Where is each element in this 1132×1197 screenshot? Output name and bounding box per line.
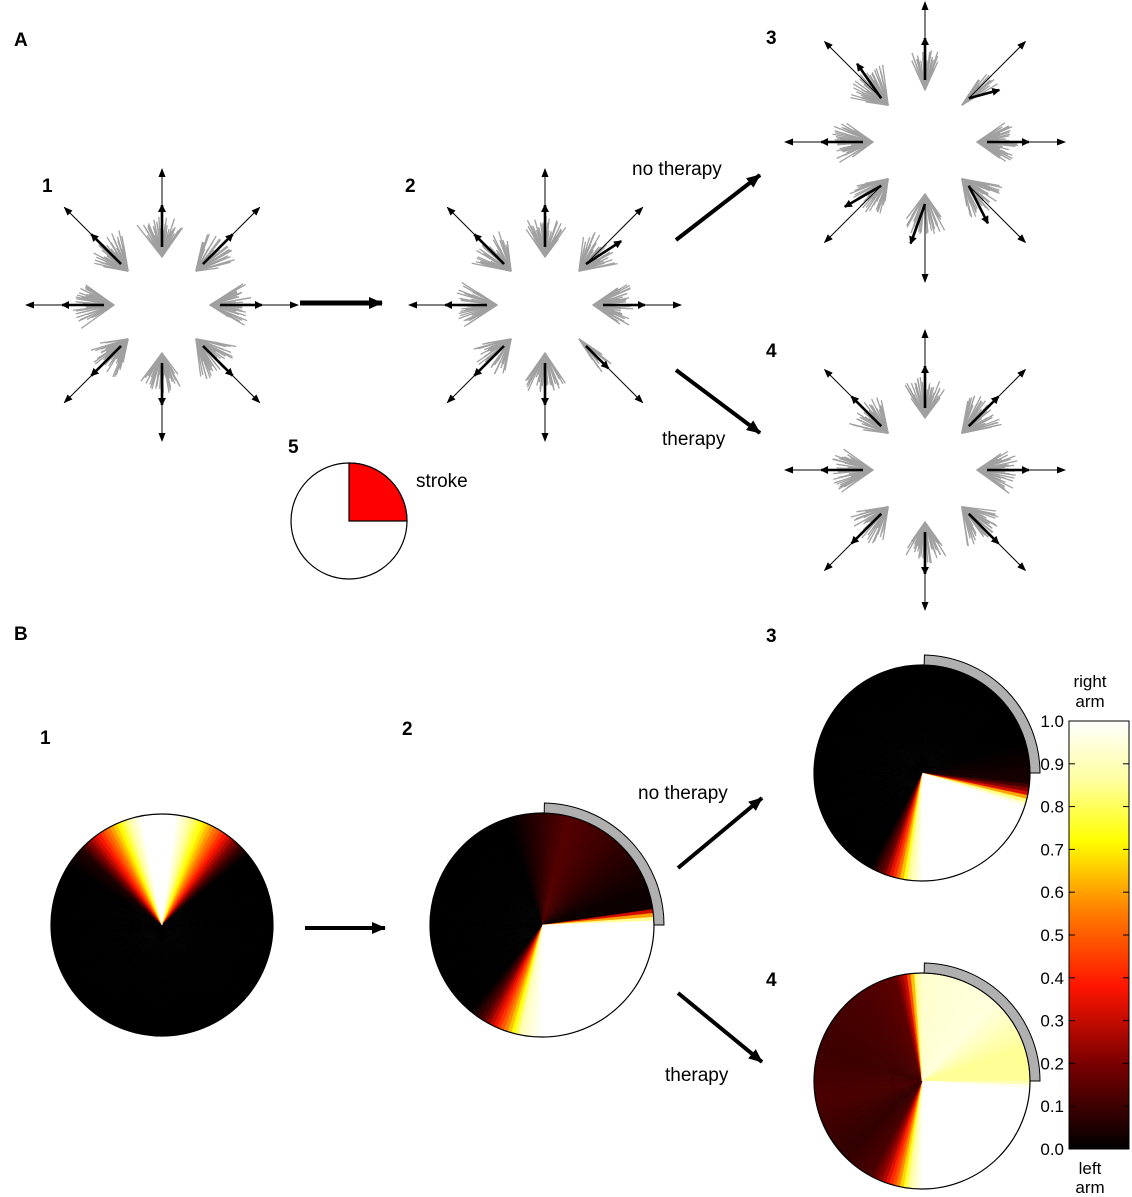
neuron-bundle <box>849 397 889 434</box>
target-direction-arrow <box>968 40 1027 99</box>
neuron-bundle <box>136 216 184 258</box>
neuron-bundle <box>578 338 612 373</box>
panel-b-stage-3-label: 3 <box>766 626 777 647</box>
arm-preference-map-stage-1 <box>50 813 274 1037</box>
population-vector-arrow <box>967 512 1000 545</box>
no-therapy-label-b: no therapy <box>638 783 728 804</box>
neuron-bundle <box>976 450 1018 494</box>
population-vector-arrow <box>585 240 623 266</box>
neuron-bundle <box>473 338 512 375</box>
colorbar-top-label-line2: arm <box>1075 692 1104 711</box>
colorbar-tick-label: 0.3 <box>1040 1012 1064 1031</box>
population-vector-arrow <box>856 62 883 99</box>
panel-b-label: B <box>14 624 28 645</box>
colorbar-bottom-label-line1: left <box>1079 1159 1102 1178</box>
population-vector-arrow <box>585 345 610 370</box>
stroke-lesion-area <box>348 462 408 522</box>
colorbar-tick-label: 1.0 <box>1040 712 1064 731</box>
population-vector-arrow <box>90 345 122 377</box>
colorbar-tick-label: 0.2 <box>1040 1054 1064 1073</box>
colorbar-gradient <box>1068 720 1130 1150</box>
panel-a-stage-1-label: 1 <box>42 176 53 197</box>
therapy-label-b: therapy <box>665 1065 729 1086</box>
neuron-bundle <box>195 338 237 380</box>
colorbar-tick-label: 0.8 <box>1040 798 1064 817</box>
pie-outline <box>50 813 274 1037</box>
therapy-arrow-b <box>676 991 764 1064</box>
panel-a-label: A <box>14 30 28 51</box>
neuron-bundle <box>832 448 874 493</box>
neuron-rosette-stage-2 <box>408 168 682 442</box>
population-vector-arrow <box>202 233 234 265</box>
panel-a-stage-5-label: 5 <box>288 437 299 458</box>
neuron-rosette-stage-3 <box>784 1 1066 283</box>
arm-preference-map-stage-4 <box>813 972 1031 1190</box>
population-vector-arrow <box>843 184 882 208</box>
colorbar-tick-label: 0.0 <box>1040 1140 1064 1159</box>
neuron-bundle <box>195 233 235 272</box>
neuron-bundle <box>849 178 889 214</box>
panel-b-stage-1-label: 1 <box>40 728 51 749</box>
population-vector-arrow <box>909 203 927 245</box>
neuron-bundle <box>976 122 1019 162</box>
colorbar-top-label-line1: right <box>1073 672 1106 691</box>
neuron-bundle <box>525 216 567 258</box>
therapy-arrow-a <box>674 368 762 435</box>
colorbar-tick-label: 0.4 <box>1040 969 1064 988</box>
affected-region-arc-stage-2 <box>543 802 665 926</box>
arm-preference-map-stage-3 <box>813 664 1031 882</box>
colorbar-ticks: 1.0 0.9 0.8 0.7 0.6 0.5 0.4 0.3 0.2 0.1 0.0 <box>1040 712 1129 1159</box>
arm-preference-map-stage-2 <box>429 812 655 1038</box>
target-direction-arrow <box>585 206 644 265</box>
panel-a-stage-4-label: 4 <box>766 341 777 362</box>
colorbar-tick-label: 0.1 <box>1040 1097 1064 1116</box>
population-vector-arrow <box>967 395 1000 428</box>
target-direction-arrow <box>823 40 882 99</box>
neuron-bundle <box>72 284 115 329</box>
neuron-bundle <box>961 178 1003 218</box>
population-vector-arrow <box>850 395 883 428</box>
neuron-bundle <box>140 352 181 393</box>
no-therapy-arrow-a <box>674 173 762 242</box>
population-vector-arrow <box>90 233 122 265</box>
colorbar-tick-label: 0.9 <box>1040 755 1064 774</box>
neuron-bundle <box>93 230 129 272</box>
colorbar-bottom-label-line2: arm <box>1075 1178 1104 1197</box>
stroke-inset: stroke <box>290 462 468 580</box>
neuron-bundle <box>850 64 889 106</box>
colorbar: right arm 1.0 0.9 0.8 0.7 0.6 0.5 0.4 0.3 0.2 0.1… <box>1040 672 1130 1197</box>
neuron-bundle <box>90 338 129 378</box>
neuron-bundle <box>961 395 1002 434</box>
panel-b-stage-2-label: 2 <box>402 719 413 740</box>
neuron-bundle <box>592 284 634 326</box>
affected-region-arc-stage-4 <box>923 962 1041 1082</box>
colorbar-tick-label: 0.6 <box>1040 883 1064 902</box>
population-vector-arrow <box>967 185 990 225</box>
colorbar-tick-label: 0.5 <box>1040 926 1064 945</box>
neuron-bundle <box>961 73 998 106</box>
therapy-label-a: therapy <box>662 429 726 450</box>
population-vector-arrow <box>850 512 883 545</box>
colorbar-tick-label: 0.7 <box>1040 840 1064 859</box>
neuron-bundle <box>905 193 946 235</box>
target-direction-arrow <box>968 185 1027 244</box>
neuron-bundle <box>578 232 618 272</box>
neuron-rosette-stage-1 <box>25 168 299 442</box>
affected-region-arc-stage-3 <box>923 654 1041 774</box>
no-therapy-arrow-b <box>676 796 764 870</box>
panel-a-stage-3-label: 3 <box>766 28 777 49</box>
panel-a-stage-2-label: 2 <box>405 176 416 197</box>
population-vector-arrow <box>202 345 234 377</box>
population-vector-arrow <box>473 345 505 377</box>
panel-b-stage-4-label: 4 <box>766 970 777 991</box>
no-therapy-label-a: no therapy <box>632 159 722 180</box>
neuron-rosette-stage-4 <box>784 329 1066 611</box>
target-direction-arrow <box>823 185 882 244</box>
stroke-label: stroke <box>416 471 468 492</box>
population-vector-arrow <box>968 87 1001 100</box>
neuron-bundle <box>961 506 999 547</box>
population-vector-arrow <box>473 233 505 265</box>
